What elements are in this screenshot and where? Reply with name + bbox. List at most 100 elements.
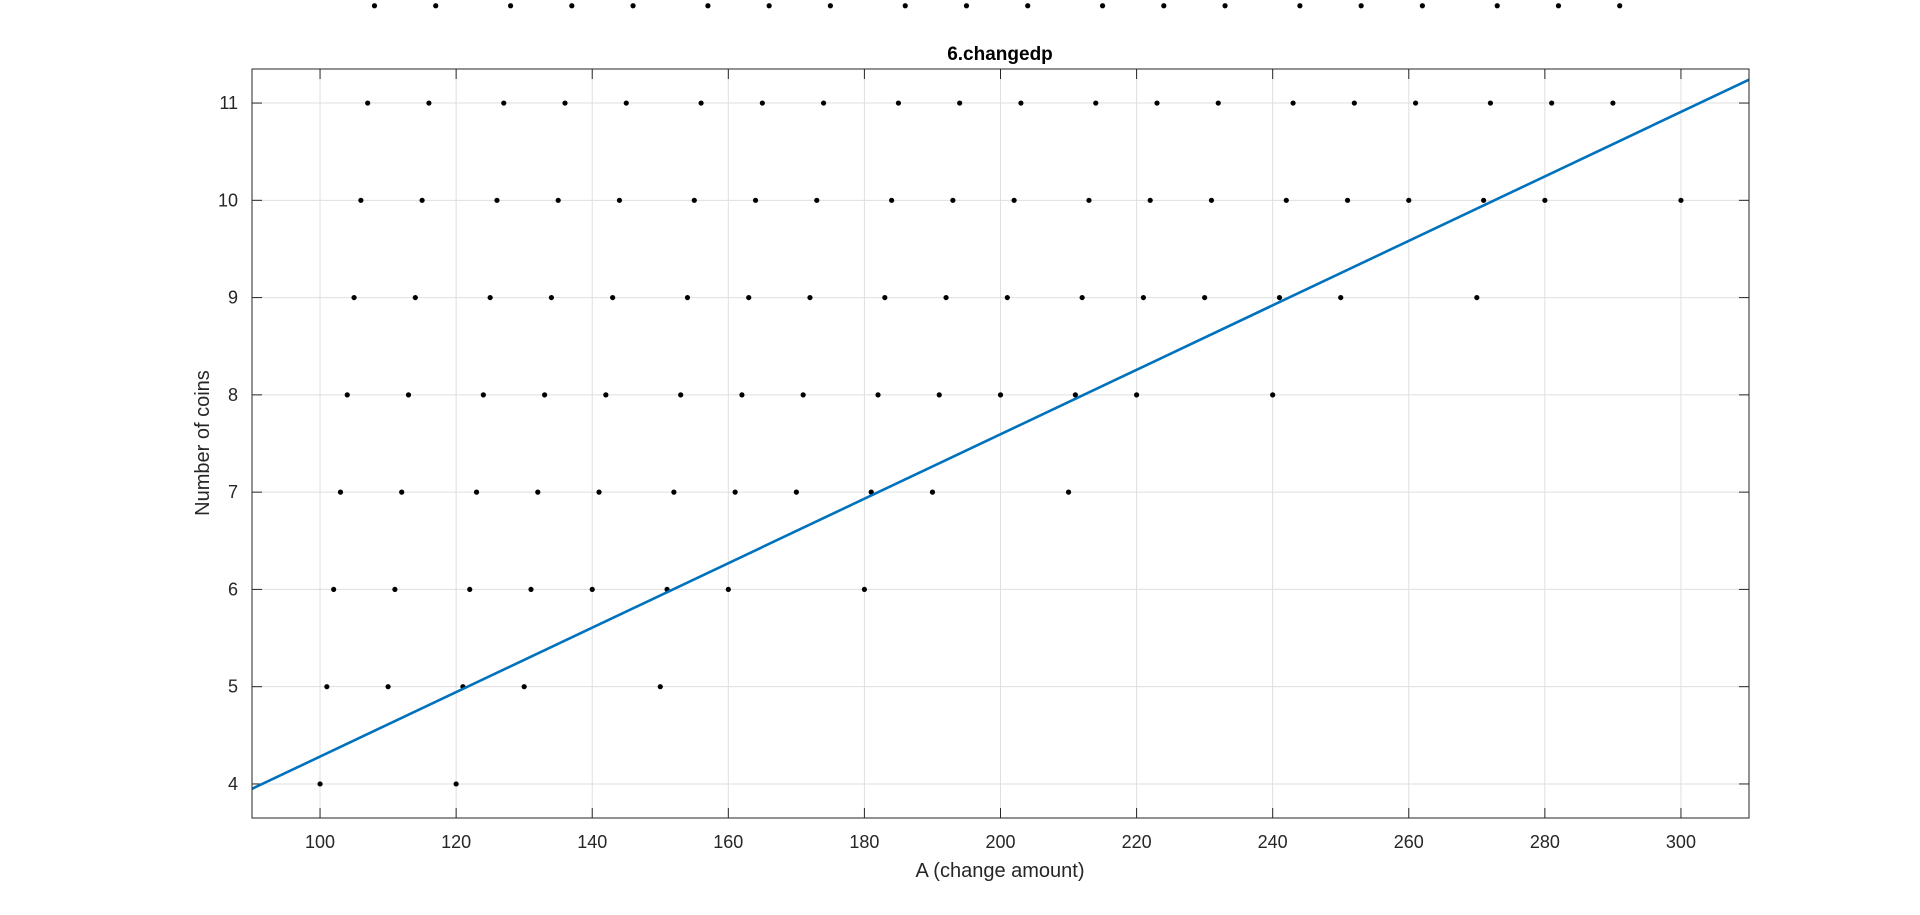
data-point [827, 3, 833, 9]
data-point [399, 489, 405, 495]
data-point [412, 294, 418, 301]
data-point [324, 684, 330, 690]
data-point [501, 100, 507, 106]
data-point [1208, 197, 1215, 203]
data-point [317, 781, 323, 787]
data-point [351, 294, 357, 301]
data-point [487, 294, 493, 301]
data-point [861, 586, 868, 593]
data-point [963, 3, 970, 9]
data-point [616, 197, 623, 203]
data-point [365, 100, 371, 106]
grid [252, 69, 1749, 818]
data-point [882, 294, 888, 301]
y-axis-label: Number of coins [192, 370, 214, 516]
x-tick-label: 280 [1530, 832, 1560, 852]
data-point [623, 100, 629, 106]
data-point [875, 392, 881, 398]
data-point [1133, 392, 1140, 398]
x-tick-label: 240 [1258, 832, 1288, 852]
data-point [405, 392, 412, 398]
data-point [1419, 3, 1425, 9]
y-tick-label: 6 [228, 579, 238, 599]
data-point [419, 197, 425, 203]
data-point [1222, 3, 1228, 9]
data-point [1542, 197, 1548, 203]
data-point [1487, 100, 1494, 106]
data-point [1549, 100, 1555, 106]
data-point [814, 197, 820, 203]
data-point [569, 3, 575, 9]
x-tick-label: 180 [849, 832, 879, 852]
data-point [541, 392, 548, 398]
data-point [1412, 100, 1419, 106]
data-point [507, 3, 514, 9]
data-point [1617, 3, 1623, 9]
axes-box [251, 68, 1750, 819]
data-point [950, 197, 956, 203]
data-point [705, 3, 711, 9]
data-point [1072, 392, 1078, 398]
data-point [344, 392, 350, 398]
data-point [793, 489, 799, 495]
data-point [1065, 489, 1072, 495]
data-point [1351, 100, 1357, 106]
y-tick-label: 4 [228, 774, 238, 794]
data-point [453, 781, 459, 787]
data-point [1344, 197, 1351, 203]
data-point [895, 100, 902, 106]
data-point [337, 489, 344, 495]
y-tick-label: 9 [228, 288, 238, 308]
data-point [1494, 3, 1500, 9]
data-point [1079, 294, 1085, 301]
data-point [371, 3, 378, 9]
data-point [1270, 392, 1276, 398]
x-tick-label: 160 [713, 832, 743, 852]
data-point [1297, 3, 1303, 9]
data-point [385, 684, 391, 690]
data-point [725, 586, 731, 593]
data-point [732, 489, 738, 495]
data-point [331, 586, 337, 593]
data-point [752, 197, 759, 203]
data-point [433, 3, 439, 9]
data-point [1276, 294, 1283, 301]
x-tick-label: 140 [577, 832, 607, 852]
data-point [943, 294, 949, 301]
data-point [1481, 197, 1487, 203]
data-point [868, 489, 874, 495]
data-point [800, 392, 806, 398]
x-tick-label: 120 [441, 832, 471, 852]
data-point [521, 684, 527, 690]
data-point [548, 294, 555, 301]
data-point [528, 586, 534, 593]
data-point [657, 684, 663, 690]
data-point [392, 586, 398, 593]
data-point [555, 197, 561, 203]
data-point [1093, 100, 1099, 106]
y-tick-label: 8 [228, 385, 238, 405]
y-tick-label: 11 [219, 93, 238, 113]
data-point [889, 197, 895, 203]
data-point [596, 489, 602, 495]
chart-title: 6.changedp [947, 44, 1053, 65]
data-point [671, 489, 677, 495]
data-point [1018, 100, 1024, 106]
data-point [1283, 197, 1289, 203]
tick-labels: 100 120 140 160 180 200 220 240 260 280 300 4 5 6 7 8 9 1… [218, 93, 1696, 852]
x-tick-label: 260 [1394, 832, 1424, 852]
data-point [1202, 294, 1208, 301]
data-point [1011, 197, 1017, 203]
data-point [603, 392, 609, 398]
data-point [1338, 294, 1344, 301]
y-tick-label: 7 [228, 482, 238, 502]
data-point [1086, 197, 1092, 203]
x-tick-label: 100 [305, 832, 335, 852]
x-tick-label: 200 [985, 832, 1015, 852]
data-point [1406, 197, 1412, 203]
data-point [358, 197, 364, 203]
data-point [1025, 3, 1031, 9]
y-tick-label: 5 [228, 677, 238, 697]
